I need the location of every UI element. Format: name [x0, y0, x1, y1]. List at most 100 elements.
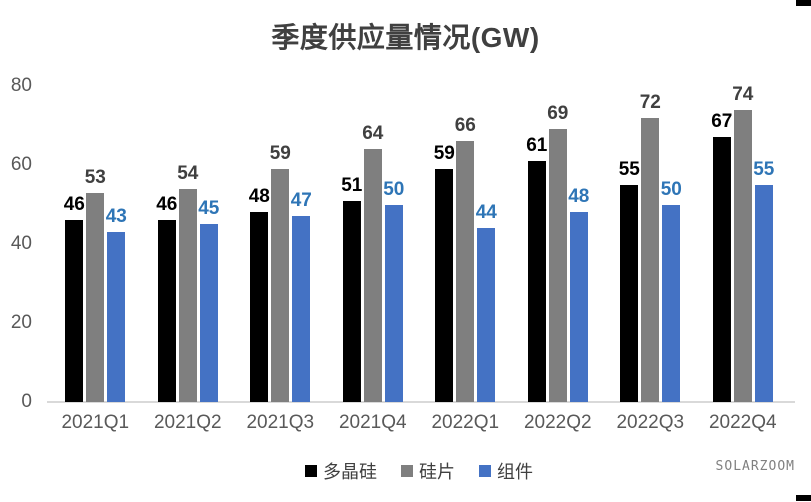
bar-column: 45 — [198, 198, 220, 402]
watermark: SOLARZOOM — [715, 459, 795, 474]
bar-column: 48 — [248, 186, 270, 402]
bar-group: 55 72 50 — [604, 86, 697, 402]
bar-value-label: 59 — [269, 142, 291, 164]
legend-item-polysilicon: 多晶硅 — [305, 458, 377, 484]
bar-column: 69 — [547, 103, 569, 402]
bar-column: 51 — [341, 174, 363, 402]
bar-value-label: 55 — [753, 158, 775, 180]
bar-value-label: 55 — [618, 158, 640, 180]
legend-swatch-module — [479, 465, 491, 477]
bar-polysilicon — [620, 184, 639, 402]
bar-value-label: 54 — [177, 162, 199, 184]
y-axis-labels: 0 20 40 60 80 — [0, 0, 34, 502]
bar-wafer — [733, 109, 752, 402]
bar-column: 67 — [711, 111, 733, 402]
bar-value-label: 50 — [660, 178, 682, 200]
bar-value-label: 47 — [290, 190, 312, 212]
bar-value-label: 53 — [84, 166, 106, 188]
legend: 多晶硅 硅片 组件 — [49, 458, 789, 484]
y-tick-label: 20 — [10, 312, 32, 333]
bar-value-label: 59 — [433, 142, 455, 164]
bar-polysilicon — [435, 168, 454, 402]
bar-module — [384, 204, 403, 402]
bar-value-label: 66 — [454, 115, 476, 137]
bar-polysilicon — [712, 137, 731, 402]
bar-group: 48 59 47 — [234, 86, 327, 402]
bar-column: 47 — [290, 190, 312, 402]
bar-value-label: 61 — [526, 135, 548, 157]
legend-label: 硅片 — [419, 462, 455, 482]
bar-value-label: 44 — [475, 202, 497, 224]
bar-column: 46 — [156, 194, 178, 402]
bar-column: 74 — [732, 83, 754, 402]
bar-polysilicon — [527, 161, 546, 402]
bar-group: 67 74 55 — [697, 83, 790, 402]
bar-column: 50 — [383, 178, 405, 402]
x-axis-line — [47, 401, 795, 403]
bar-column: 61 — [526, 135, 548, 402]
bar-value-label: 64 — [362, 123, 384, 145]
y-tick-label: 80 — [10, 75, 32, 96]
bar-column: 64 — [362, 123, 384, 402]
bar-value-label: 48 — [248, 186, 270, 208]
bar-module — [477, 228, 496, 402]
bar-polysilicon — [342, 200, 361, 402]
bar-group: 61 69 48 — [512, 86, 605, 402]
bar-wafer — [178, 188, 197, 402]
y-tick-label: 60 — [10, 154, 32, 175]
bar-polysilicon — [65, 220, 84, 402]
legend-item-module: 组件 — [479, 458, 533, 484]
bar-value-label: 67 — [711, 111, 733, 133]
bar-column: 43 — [105, 206, 127, 402]
bar-value-label: 45 — [198, 198, 220, 220]
bar-value-label: 43 — [105, 206, 127, 228]
bar-wafer — [548, 129, 567, 402]
legend-label: 多晶硅 — [323, 462, 377, 482]
x-tick-label: 2022Q3 — [616, 412, 685, 433]
bar-value-label: 69 — [547, 103, 569, 125]
bar-column: 53 — [84, 166, 106, 402]
bar-value-label: 74 — [732, 83, 754, 105]
bar-module — [199, 224, 218, 402]
bar-wafer — [271, 168, 290, 402]
bar-column: 46 — [63, 194, 85, 402]
x-tick-label: 2021Q1 — [61, 412, 130, 433]
bar-column: 59 — [433, 142, 455, 402]
bar-module — [569, 212, 588, 402]
top-right-mark — [796, 0, 811, 6]
bar-wafer — [363, 149, 382, 402]
plot-area: 46 53 43 46 54 45 48 59 47 51 64 50 59 66 44 61 69 48 55 72… — [49, 83, 790, 402]
legend-label: 组件 — [497, 462, 533, 482]
bar-group: 51 64 50 — [327, 86, 420, 402]
bar-value-label: 46 — [63, 194, 85, 216]
y-tick-label: 40 — [10, 233, 32, 254]
bar-column: 72 — [639, 91, 661, 402]
bar-polysilicon — [157, 220, 176, 402]
bar-value-label: 72 — [639, 91, 661, 113]
bar-value-label: 46 — [156, 194, 178, 216]
bar-column: 48 — [568, 186, 589, 402]
bar-column: 55 — [753, 158, 775, 402]
bar-module — [292, 216, 311, 402]
bar-value-label: 50 — [383, 178, 405, 200]
bar-column: 50 — [660, 178, 682, 402]
y-tick-label: 0 — [21, 391, 32, 412]
bar-wafer — [86, 192, 105, 402]
bar-group: 46 54 45 — [142, 86, 235, 402]
legend-swatch-polysilicon — [305, 465, 317, 477]
legend-item-wafer: 硅片 — [401, 458, 455, 484]
bottom-right-mark — [796, 495, 811, 501]
bar-polysilicon — [250, 212, 269, 402]
bar-module — [662, 204, 681, 402]
bar-module — [107, 232, 126, 402]
bar-group: 59 66 44 — [419, 86, 512, 402]
bar-column: 54 — [177, 162, 199, 402]
bar-column: 44 — [475, 202, 497, 402]
x-tick-label: 2022Q1 — [431, 412, 500, 433]
x-tick-label: 2021Q4 — [338, 412, 407, 433]
x-tick-label: 2021Q3 — [246, 412, 315, 433]
bar-group: 46 53 43 — [49, 86, 142, 402]
legend-swatch-wafer — [401, 465, 413, 477]
bar-wafer — [641, 117, 660, 402]
bar-value-label: 51 — [341, 174, 363, 196]
